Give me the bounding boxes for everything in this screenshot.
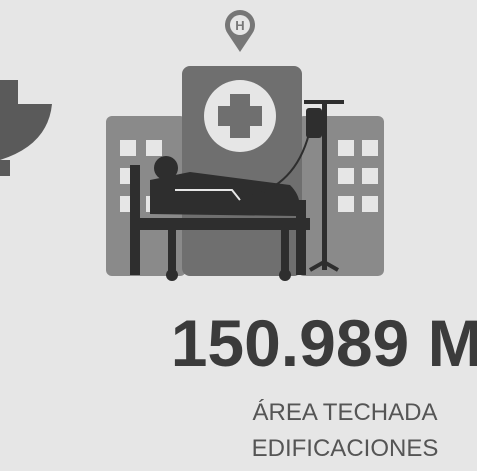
bed-head [130, 165, 140, 275]
iv-hook [304, 100, 344, 104]
window [146, 140, 162, 156]
stat-label: ÁREA TECHADA [253, 399, 438, 426]
window [362, 140, 378, 156]
infographic: H [0, 0, 477, 471]
window [338, 168, 354, 184]
stat-value: 150.989 M2 [171, 306, 477, 380]
bed-frame [140, 218, 310, 230]
page: H [0, 0, 477, 471]
pin-letter: H [235, 18, 244, 33]
window [362, 168, 378, 184]
window [362, 196, 378, 212]
window [338, 140, 354, 156]
bed-leg [168, 230, 176, 272]
iv-bag [306, 108, 322, 138]
iv-pole [322, 100, 327, 270]
window [338, 196, 354, 212]
icon-part [0, 160, 10, 176]
window [120, 140, 136, 156]
bed-leg [281, 230, 289, 272]
stat-label: EDIFICACIONES [252, 435, 439, 462]
icon-part [0, 80, 18, 104]
